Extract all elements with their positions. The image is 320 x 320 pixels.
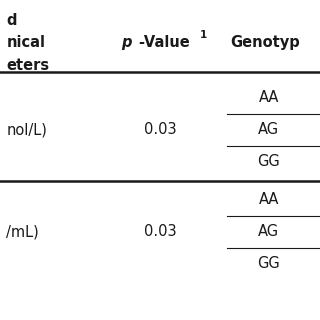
- Text: Genotyp: Genotyp: [230, 35, 300, 50]
- Text: eters: eters: [6, 58, 50, 73]
- Text: d: d: [6, 13, 17, 28]
- Text: 0.03: 0.03: [144, 225, 176, 239]
- Text: p: p: [122, 35, 132, 50]
- Text: AG: AG: [258, 225, 279, 239]
- Text: 1: 1: [200, 30, 207, 40]
- Text: GG: GG: [257, 257, 280, 271]
- Text: -Value: -Value: [139, 35, 195, 50]
- Text: 0.03: 0.03: [144, 122, 176, 137]
- Text: nol/L): nol/L): [6, 122, 47, 137]
- Text: /mL): /mL): [6, 225, 39, 239]
- Text: AG: AG: [258, 122, 279, 137]
- Text: nical: nical: [6, 35, 45, 50]
- Text: AA: AA: [259, 90, 279, 105]
- Text: AA: AA: [259, 193, 279, 207]
- Text: GG: GG: [257, 154, 280, 169]
